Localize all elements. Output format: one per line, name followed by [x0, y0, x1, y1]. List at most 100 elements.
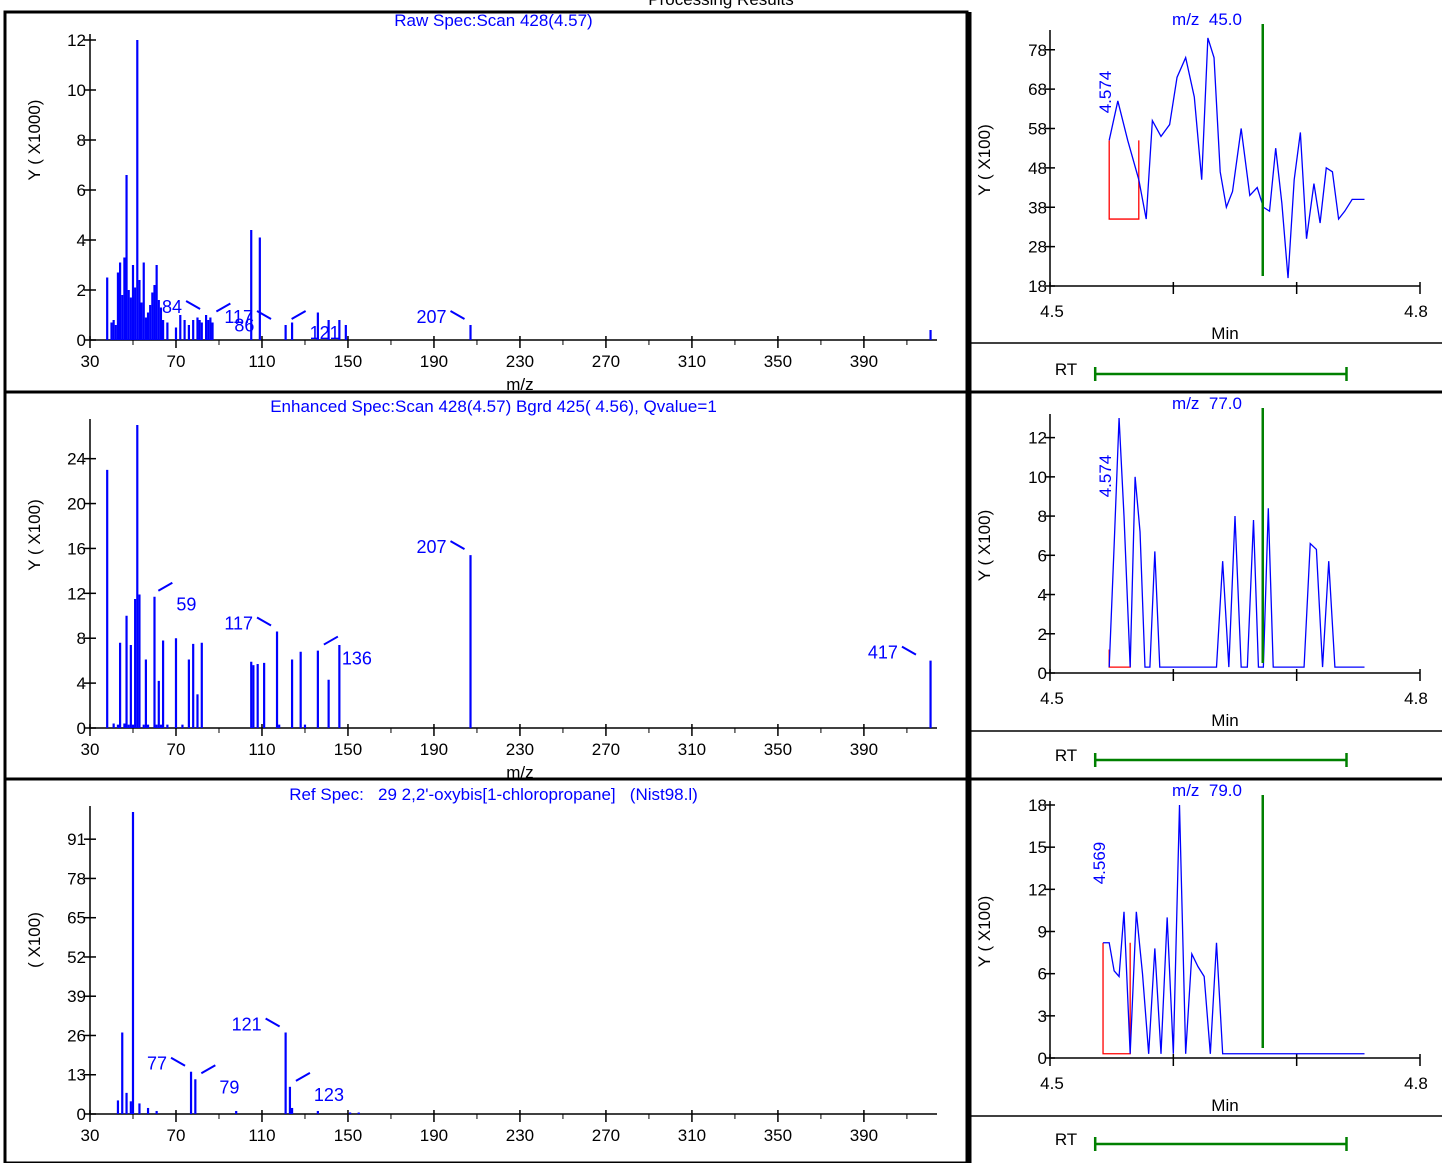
y-axis-label: Y ( X100) [25, 499, 44, 571]
x-tick-label: 310 [678, 1126, 706, 1145]
x-tick-label: 70 [167, 352, 186, 371]
x-tick-label: 390 [850, 352, 878, 371]
x-tick-label: 4.5 [1040, 1074, 1064, 1093]
y-tick-label: 2 [77, 281, 86, 300]
y-tick-label: 16 [67, 539, 86, 558]
peak-label: 117 [224, 613, 253, 633]
rt-strip-3: RT [1055, 1130, 1348, 1151]
x-tick-label: 4.8 [1404, 302, 1428, 321]
peak-label-tick [185, 300, 201, 310]
x-tick-label: 230 [506, 1126, 534, 1145]
x-axis-label: Min [1211, 324, 1238, 343]
x-tick-label: 310 [678, 352, 706, 371]
chart-title: Ref Spec: 29 2,2'-oxybis[1-chloropropane… [289, 785, 698, 804]
x-tick-label: 230 [506, 740, 534, 759]
chromatogram-trace [1108, 417, 1365, 668]
x-tick-label: 350 [764, 1126, 792, 1145]
peak-label-tick [291, 310, 307, 320]
peak-label-tick [215, 302, 231, 313]
x-tick-label: 270 [592, 352, 620, 371]
peak-label-tick [265, 1017, 281, 1028]
y-tick-label: 68 [1028, 80, 1047, 99]
peak-label: 207 [416, 537, 446, 557]
peak-label-tick [256, 310, 272, 320]
peak-label: 59 [176, 595, 196, 615]
peak-label: 117 [224, 307, 253, 327]
peak-label-tick [323, 635, 339, 646]
peak-label-tick [450, 310, 466, 320]
rt-label: RT [1055, 746, 1077, 765]
y-tick-label: 6 [1038, 546, 1047, 565]
y-tick-label: 20 [67, 495, 86, 514]
y-tick-label: 91 [67, 830, 86, 849]
x-tick-label: 230 [506, 352, 534, 371]
peak-label: 77 [147, 1054, 167, 1074]
y-tick-label: 3 [1038, 1007, 1047, 1026]
y-axis-label: Y ( X100) [975, 510, 994, 582]
rt-label: RT [1055, 360, 1077, 379]
x-tick-label: 350 [764, 740, 792, 759]
x-tick-label: 30 [81, 740, 100, 759]
y-tick-label: 0 [77, 1105, 86, 1124]
x-tick-label: 190 [420, 352, 448, 371]
y-tick-label: 15 [1028, 838, 1047, 857]
y-tick-label: 13 [67, 1066, 86, 1085]
y-tick-label: 28 [1028, 238, 1047, 257]
x-tick-label: 390 [850, 740, 878, 759]
x-tick-label: 190 [420, 740, 448, 759]
eic-mz79-chart: 0 3 6 9 12 15 18 4.5 4.8 Min Y ( X100) m/z 79.0 4.56… [975, 781, 1428, 1115]
spectrum-panel-enhanced-frame [3, 390, 969, 781]
y-tick-label: 26 [67, 1026, 86, 1045]
y-tick-label: 4 [1038, 586, 1047, 605]
x-tick-label: 4.5 [1040, 302, 1064, 321]
chart-title: m/z 77.0 [1172, 394, 1242, 413]
peak-rt-label: 4.574 [1096, 455, 1115, 498]
y-tick-label: 38 [1028, 198, 1047, 217]
x-tick-label: 150 [334, 740, 362, 759]
y-axis-label: Y ( X100) [975, 896, 994, 968]
x-tick-label: 150 [334, 1126, 362, 1145]
y-tick-label: 48 [1028, 159, 1047, 178]
y-tick-label: 65 [67, 909, 86, 928]
integration-baseline [1102, 942, 1131, 1055]
enhanced-spectrum-chart: 0 4 8 12 16 20 24 30 70 110 150 190 230 270 310 350 390 E… [25, 397, 937, 782]
peak-label-tick [170, 1056, 186, 1067]
x-axis-label: m/z [506, 375, 533, 394]
x-tick-label: 110 [248, 740, 275, 759]
chart-title: Enhanced Spec:Scan 428(4.57) Bgrd 425( 4… [270, 397, 717, 416]
x-tick-label: 150 [334, 352, 362, 371]
rt-label: RT [1055, 1130, 1077, 1149]
chromatogram-trace [1108, 37, 1365, 279]
y-tick-label: 39 [67, 987, 86, 1006]
y-tick-label: 24 [67, 450, 86, 469]
y-tick-label: 6 [77, 181, 86, 200]
y-tick-label: 4 [77, 674, 86, 693]
y-axis-label: Y ( X1000) [25, 100, 44, 181]
x-axis-label: Min [1211, 1096, 1238, 1115]
rt-strip-1: RT [1055, 360, 1348, 381]
y-tick-label: 6 [1038, 965, 1047, 984]
peak-label-tick [295, 1071, 311, 1082]
eic-mz77-chart: 0 2 4 6 8 10 12 4.5 4.8 Min Y ( X100) m/z 77.0 4.574 [975, 394, 1428, 730]
x-tick-label: 4.8 [1404, 689, 1428, 708]
y-tick-label: 10 [67, 81, 86, 100]
y-tick-label: 18 [1028, 277, 1047, 296]
raw-spectrum-chart: 0 2 4 6 8 10 12 30 70 110 150 190 230 270 310 350 390 Raw… [25, 11, 937, 394]
peak-label: 79 [219, 1077, 239, 1097]
x-tick-label: 270 [592, 1126, 620, 1145]
peak-label: 136 [342, 649, 372, 669]
x-tick-label: 4.5 [1040, 689, 1064, 708]
peak-label: 207 [416, 307, 446, 327]
x-tick-label: 110 [248, 352, 275, 371]
peak-label: 86 [234, 316, 254, 336]
peak-label: 123 [314, 1085, 344, 1105]
peak-label-tick [450, 540, 466, 551]
eic-mz45-chart: 18 28 38 48 58 68 78 4.5 4.8 Min Y ( X100) m/z 45.0… [975, 10, 1428, 343]
x-axis-label: m/z [506, 763, 533, 782]
y-tick-label: 4 [77, 231, 86, 250]
peak-label-tick [200, 1064, 216, 1075]
peak-label: 121 [232, 1014, 262, 1034]
y-tick-label: 0 [77, 331, 86, 350]
spectrum-panel-reference-frame [3, 777, 969, 1163]
peak-label: 417 [868, 643, 898, 663]
